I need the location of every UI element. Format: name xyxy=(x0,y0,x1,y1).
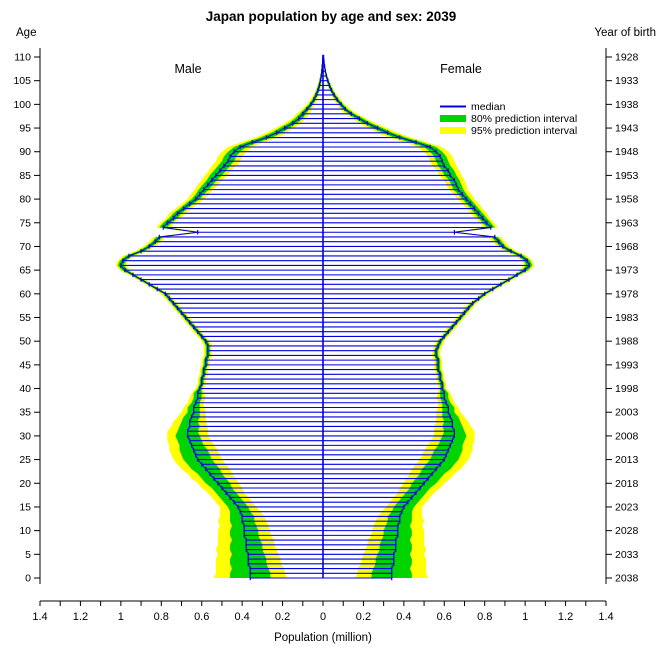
x-tick-label: 0.8 xyxy=(477,611,492,623)
year-tick-label: 1953 xyxy=(615,170,639,182)
x-tick-label: 1 xyxy=(522,611,528,623)
x-tick-label: 0.8 xyxy=(154,611,169,623)
x-tick-label: 0.2 xyxy=(356,611,371,623)
age-tick-label: 15 xyxy=(19,501,31,513)
year-tick-label: 1938 xyxy=(615,99,639,111)
year-tick-label: 1928 xyxy=(615,52,639,64)
year-tick-label: 1988 xyxy=(615,336,639,348)
age-tick-label: 40 xyxy=(19,383,31,395)
x-tick-label: 0.4 xyxy=(234,611,249,623)
year-tick-label: 2018 xyxy=(615,478,639,490)
birth-year-axis-label: Year of birth xyxy=(594,27,656,39)
age-tick-label: 30 xyxy=(19,430,31,442)
x-tick-label: 0.2 xyxy=(275,611,290,623)
age-tick-label: 45 xyxy=(19,359,31,371)
age-tick-label: 80 xyxy=(19,194,31,206)
age-tick-label: 25 xyxy=(19,454,31,466)
year-tick-label: 2003 xyxy=(615,407,639,419)
age-tick-label: 10 xyxy=(19,525,31,537)
legend-label-2: 95% prediction interval xyxy=(471,125,577,137)
year-tick-label: 2013 xyxy=(615,454,639,466)
plot-labels: Male Female xyxy=(174,62,481,76)
age-tick-label: 55 xyxy=(19,312,31,324)
legend-label-0: median xyxy=(471,101,506,113)
age-tick-label: 110 xyxy=(14,52,31,64)
x-tick-label: 1 xyxy=(118,611,124,623)
age-tick-label: 60 xyxy=(19,288,31,300)
age-tick-label: 70 xyxy=(19,241,31,253)
age-axis-label: Age xyxy=(16,27,37,39)
age-tick-label: 50 xyxy=(19,336,31,348)
year-tick-label: 1993 xyxy=(615,359,639,371)
year-tick-label: 2038 xyxy=(615,573,639,585)
x-tick-label: 1.4 xyxy=(32,611,47,623)
x-tick-label: 1.4 xyxy=(598,611,613,623)
year-tick-label: 2033 xyxy=(615,549,639,561)
year-tick-label: 1963 xyxy=(615,217,639,229)
age-tick-label: 85 xyxy=(19,170,31,182)
year-tick-label: 2008 xyxy=(615,430,639,442)
year-tick-label: 2023 xyxy=(615,501,639,513)
age-tick-label: 75 xyxy=(19,217,31,229)
year-tick-label: 1998 xyxy=(615,383,639,395)
age-tick-label: 65 xyxy=(19,265,31,277)
median-bars xyxy=(120,54,530,581)
year-tick-label: 1933 xyxy=(615,75,639,87)
female-label: Female xyxy=(440,62,482,76)
year-tick-label: 1948 xyxy=(615,146,639,158)
male-label: Male xyxy=(174,62,201,76)
age-tick-label: 20 xyxy=(19,478,31,490)
x-tick-label: 0 xyxy=(320,611,326,623)
year-tick-label: 1978 xyxy=(615,288,639,300)
year-tick-label: 1973 xyxy=(615,265,639,277)
year-tick-label: 1943 xyxy=(615,123,639,135)
legend-label-1: 80% prediction interval xyxy=(471,113,577,125)
age-tick-label: 105 xyxy=(13,75,31,87)
chart-title: Japan population by age and sex: 2039 xyxy=(205,9,457,24)
year-tick-label: 1958 xyxy=(615,194,639,206)
year-tick-label: 1968 xyxy=(615,241,639,253)
x-tick-label: 1.2 xyxy=(73,611,88,623)
age-tick-label: 35 xyxy=(19,407,31,419)
x-tick-label: 0.6 xyxy=(437,611,452,623)
x-axis-title: Population (million) xyxy=(274,632,372,644)
age-tick-label: 95 xyxy=(19,123,31,135)
x-tick-label: 0.6 xyxy=(194,611,209,623)
age-tick-label: 5 xyxy=(25,549,31,561)
age-tick-label: 90 xyxy=(19,146,31,158)
x-tick-label: 1.2 xyxy=(558,611,573,623)
age-tick-label: 0 xyxy=(25,573,31,585)
year-tick-label: 1983 xyxy=(615,312,639,324)
age-tick-label: 100 xyxy=(13,99,31,111)
year-tick-label: 2028 xyxy=(615,525,639,537)
x-tick-label: 0.4 xyxy=(396,611,411,623)
